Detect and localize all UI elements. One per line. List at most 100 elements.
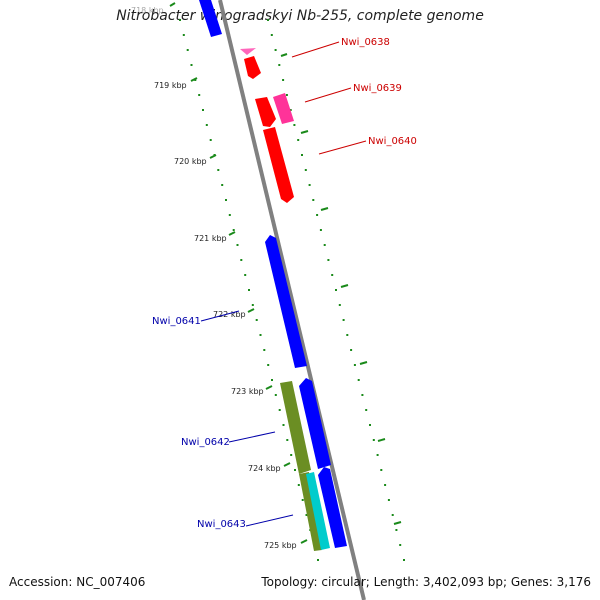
tick-dot bbox=[179, 19, 181, 21]
gene-label-nwi0638[interactable]: Nwi_0638 bbox=[341, 37, 390, 48]
tick-dot bbox=[308, 184, 311, 186]
gene-top-blue[interactable] bbox=[199, 0, 222, 37]
tick-dot bbox=[297, 139, 300, 141]
tick-dot bbox=[372, 439, 375, 441]
tick-dot bbox=[399, 544, 402, 546]
gene-small-pink[interactable] bbox=[240, 48, 256, 55]
tick-dot bbox=[384, 484, 387, 486]
gene-nwi0641-feature[interactable] bbox=[265, 235, 307, 368]
kbp-label: 721 kbp bbox=[194, 234, 227, 243]
tick-dot bbox=[365, 409, 368, 411]
tick-dot bbox=[271, 379, 273, 381]
tick-dot bbox=[312, 199, 315, 201]
tick-dot bbox=[294, 469, 296, 471]
tick-dot bbox=[331, 274, 334, 276]
gene-red-small[interactable] bbox=[255, 97, 276, 127]
tick-dot bbox=[395, 529, 398, 531]
gene-nwi0640-feature[interactable] bbox=[263, 127, 294, 203]
tick-dot bbox=[286, 439, 289, 441]
tick-dot bbox=[267, 364, 270, 366]
tick-dot bbox=[274, 49, 277, 51]
tick-dot bbox=[342, 319, 345, 321]
tick-dot bbox=[335, 289, 337, 291]
tick-dot bbox=[221, 184, 224, 186]
tick-dot bbox=[209, 139, 212, 141]
gene-blue-pair-upper[interactable] bbox=[299, 378, 331, 469]
gene-label-nwi0641[interactable]: Nwi_0641 bbox=[152, 316, 201, 327]
tick-dot bbox=[346, 334, 349, 336]
gene-label-nwi0642[interactable]: Nwi_0642 bbox=[181, 437, 230, 448]
tick-dot bbox=[205, 124, 208, 126]
tick-dot bbox=[319, 229, 322, 231]
tick-dot bbox=[293, 124, 296, 126]
tick-dot bbox=[317, 559, 319, 561]
tick-dot bbox=[304, 169, 307, 171]
gene-label-nwi0643[interactable]: Nwi_0643 bbox=[197, 519, 246, 530]
genome-backbone bbox=[218, 0, 366, 600]
tick-dot bbox=[380, 469, 383, 471]
kbp-label: 720 kbp bbox=[174, 157, 207, 166]
tick-dot bbox=[267, 19, 269, 21]
tick-dot bbox=[282, 79, 285, 81]
gene-nwi0643-feature[interactable] bbox=[306, 472, 330, 550]
kbp-scale: 718 kbp 719 kbp 720 kbp 721 kbp 722 kbp … bbox=[131, 6, 297, 550]
tick-dot bbox=[202, 109, 204, 111]
tick-dot bbox=[403, 559, 405, 561]
kbp-major-ticks bbox=[169, 2, 402, 544]
tick-dot bbox=[232, 229, 235, 231]
tick-dot bbox=[251, 304, 254, 306]
accession-text: Accession: NC_007406 bbox=[9, 575, 146, 589]
kbp-label: 719 kbp bbox=[154, 81, 187, 90]
gene-label-leaders bbox=[200, 41, 367, 527]
tick-dot bbox=[350, 349, 353, 351]
tick-dot bbox=[305, 514, 308, 516]
tick-dot bbox=[255, 319, 258, 321]
tick-dot bbox=[278, 64, 281, 66]
tick-dot bbox=[391, 514, 394, 516]
tick-dot bbox=[353, 364, 356, 366]
tick-dot bbox=[240, 259, 243, 261]
gene-olive-lower[interactable] bbox=[299, 472, 322, 551]
tick-dot bbox=[301, 499, 304, 501]
tick-dot bbox=[259, 334, 262, 336]
tick-dot bbox=[225, 199, 227, 201]
gene-label-nwi0639[interactable]: Nwi_0639 bbox=[353, 83, 402, 94]
tick-dot bbox=[270, 34, 273, 36]
tick-dot bbox=[244, 274, 247, 276]
tick-dot bbox=[228, 214, 231, 216]
gene-features bbox=[199, 0, 347, 551]
gene-label-nwi0640[interactable]: Nwi_0640 bbox=[368, 136, 417, 147]
kbp-label: 723 kbp bbox=[231, 387, 264, 396]
tick-dot bbox=[316, 214, 319, 216]
tick-dot bbox=[387, 499, 390, 501]
tick-dot bbox=[236, 244, 239, 246]
tick-dot bbox=[190, 64, 193, 66]
kbp-label: 725 kbp bbox=[264, 541, 297, 550]
tick-dot bbox=[274, 394, 277, 396]
tick-dot bbox=[198, 94, 201, 96]
gene-nwi0639-feature[interactable] bbox=[273, 93, 294, 124]
tick-dot bbox=[369, 424, 371, 426]
tick-dot bbox=[182, 34, 185, 36]
tick-dot bbox=[338, 304, 341, 306]
tick-dot bbox=[285, 94, 288, 96]
tick-dot bbox=[290, 454, 293, 456]
tick-dot bbox=[327, 259, 330, 261]
gene-nwi0638-feature[interactable] bbox=[244, 56, 261, 79]
tick-dot bbox=[278, 409, 281, 411]
tick-dot bbox=[376, 454, 379, 456]
tick-dot bbox=[297, 484, 300, 486]
kbp-label: 722 kbp bbox=[213, 310, 246, 319]
gene-nwi0642-feature[interactable] bbox=[280, 381, 311, 474]
tick-dot bbox=[282, 424, 285, 426]
tick-dot bbox=[194, 79, 197, 81]
gene-blue-pair-lower[interactable] bbox=[318, 467, 347, 548]
tick-dot bbox=[301, 154, 303, 156]
tick-dot bbox=[357, 379, 360, 381]
tick-dot bbox=[361, 394, 364, 396]
tick-dot bbox=[289, 109, 292, 111]
tick-marks-inner bbox=[179, 19, 319, 561]
tick-dot bbox=[186, 49, 189, 51]
kbp-label: 718 kbp bbox=[131, 6, 164, 15]
